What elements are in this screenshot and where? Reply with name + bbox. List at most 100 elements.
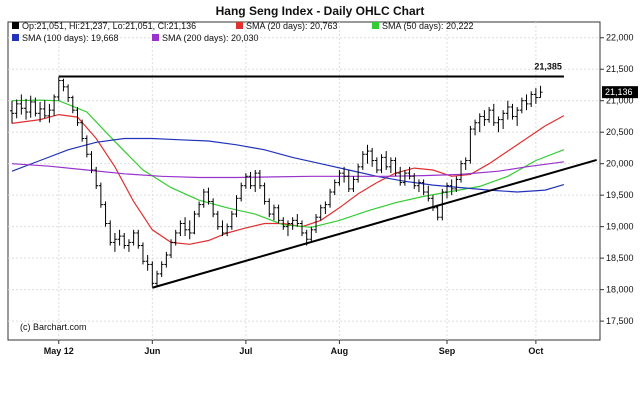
ohlc-bar [52, 94, 57, 116]
ohlc-bar [482, 110, 487, 126]
ohlc-bar [449, 179, 454, 196]
ohlc-bar [271, 204, 276, 221]
ohlc-bar [169, 239, 174, 259]
ohlc-bar [140, 242, 145, 265]
legend-swatch [152, 34, 159, 41]
ohlc-bar [229, 210, 234, 230]
y-tick-label: 18,500 [606, 253, 634, 263]
ohlc-bar [496, 116, 501, 133]
x-tick-label: Aug [331, 346, 349, 356]
ohlc-bar [14, 99, 19, 119]
ohlc-bar [388, 157, 393, 174]
ohlc-bar [126, 239, 131, 252]
ohlc-bar [445, 182, 449, 199]
x-tick-label: Jul [239, 346, 252, 356]
ohlc-bar [402, 169, 407, 186]
legend-swatch [236, 22, 243, 29]
ohlc-bar [454, 176, 459, 193]
ohlc-bar [19, 94, 24, 115]
ohlc-bar [24, 98, 29, 120]
legend-label: SMA (200 days): 20,030 [162, 33, 259, 43]
ohlc-bar [332, 179, 337, 196]
ohlc-bar [70, 95, 75, 114]
ohlc-bar [323, 201, 328, 215]
ohlc-bar [337, 169, 342, 186]
ohlc-bar [295, 214, 300, 227]
ohlc-bar [117, 229, 122, 246]
y-tick-label: 20,000 [606, 159, 634, 169]
ohlc-bar [159, 261, 164, 278]
ohlc-bar [10, 100, 14, 124]
y-tick-label: 19,000 [606, 222, 634, 232]
ohlc-bar [379, 154, 384, 174]
ohlc-bar [108, 220, 113, 246]
ohlc-bar [416, 179, 421, 193]
ohlc-bar [173, 229, 178, 246]
ohlc-bar [412, 173, 417, 189]
ohlc-bar [131, 229, 136, 246]
ohlc-bar [487, 107, 492, 123]
ohlc-bar [398, 166, 403, 186]
ohlc-bar [33, 97, 38, 117]
y-axis: 22,000 21,500 21,000 20,500 20,000 19,500 19,0… [600, 33, 638, 326]
ohlc-bar [501, 110, 506, 130]
ohlc-bar [351, 176, 356, 193]
ohlc-bar [262, 182, 267, 205]
ohlc-bar [267, 198, 272, 218]
ohlc-bar [257, 169, 262, 189]
ohlc-bar [276, 204, 281, 224]
y-tick-label: 22,000 [606, 33, 634, 43]
y-tick-label: 19,500 [606, 190, 634, 200]
ohlc-bar [393, 157, 398, 177]
ohlc-bar [435, 204, 440, 221]
y-tick-label: 17,500 [606, 316, 634, 326]
plot-area [7, 21, 601, 341]
legend-swatch [372, 22, 379, 29]
ohlc-bar [510, 103, 515, 120]
ohlc-bar [84, 135, 89, 158]
ohlc-bar [98, 182, 103, 208]
ohlc-bar [136, 229, 141, 249]
ohlc-bar [529, 91, 534, 108]
ohlc-bar [505, 100, 510, 120]
ohlc-bar [42, 100, 47, 119]
ohlc-bar [328, 188, 333, 208]
ohlc-bar [122, 232, 127, 249]
ohlc-bar [515, 107, 520, 126]
y-tick-label: 21,000 [606, 96, 634, 106]
x-tick-label: Jun [144, 346, 160, 356]
ohlc-bar [421, 179, 426, 196]
chart-title: Hang Seng Index - Daily OHLC Chart [215, 4, 425, 18]
ohlc-bar [519, 97, 524, 114]
ohlc-bar [253, 169, 258, 193]
ohlc-bar [356, 163, 361, 183]
x-tick-label: May 12 [44, 346, 74, 356]
ohlc-bar [103, 201, 108, 227]
ohlc-bar [281, 217, 286, 230]
legend-label: SMA (20 days): 20,763 [246, 21, 338, 31]
ohlc-bar [183, 217, 188, 237]
ohlc-bar [38, 101, 43, 123]
ohlc-bar [61, 78, 66, 92]
ohlc-bar [524, 94, 529, 111]
ohlc-bar [533, 88, 538, 104]
sma-line [11, 137, 565, 193]
ohlc-bar [477, 113, 482, 133]
ohlc-bar [290, 217, 295, 230]
ohlc-bar [201, 188, 206, 208]
legend-swatch [12, 22, 19, 29]
ohlc-bar [459, 160, 464, 183]
ohlc-bar [211, 198, 216, 218]
ohlc-bar [234, 195, 239, 218]
ohlc-bar [197, 201, 202, 218]
sma-line [11, 161, 564, 179]
x-tick-label: Sep [439, 346, 456, 356]
ohlc-bar [491, 103, 496, 126]
ohlc-bar [150, 261, 155, 287]
ohlc-bar [473, 119, 478, 136]
ohlc-bar [192, 210, 197, 235]
ohlc-bar [187, 220, 192, 240]
ohlc-bars [10, 76, 543, 287]
ohlc-bar [215, 210, 220, 230]
